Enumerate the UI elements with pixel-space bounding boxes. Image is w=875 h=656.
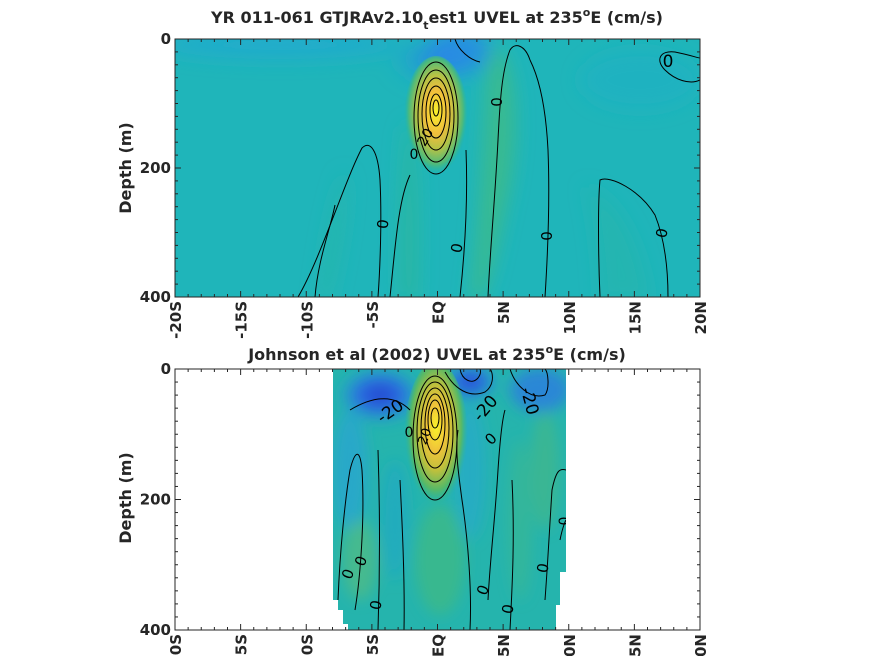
svg-text:0: 0 [538, 231, 556, 241]
svg-text:0: 0 [410, 147, 419, 163]
panel-1-ylabel: Depth (m) [116, 122, 135, 214]
x-tick-label: 5N [495, 634, 513, 656]
panel-2-contours [337, 369, 566, 630]
svg-text:0: 0 [374, 218, 393, 229]
x-tick-label: EQ [430, 634, 448, 656]
x-tick-label: EQ [430, 301, 448, 324]
x-tick-label: -20S [167, 301, 185, 339]
x-tick-label: -15S [233, 634, 251, 656]
y-tick-label: 0 [161, 30, 171, 48]
svg-text:0: 0 [447, 242, 466, 255]
svg-text:0: 0 [366, 599, 385, 612]
panel-2: Johnson et al (2002) UVEL at 235oE (cm/s… [116, 343, 710, 656]
y-tick-label: 200 [140, 491, 171, 509]
x-tick-label: 20N [692, 634, 710, 656]
panel-1-contour-labels: 0 0 0 20 0 0 0 0 [374, 52, 674, 254]
x-tick-label: 20N [692, 301, 710, 334]
svg-text:0: 0 [663, 52, 674, 72]
svg-text:20: 20 [416, 426, 436, 447]
x-tick-label: -20S [167, 634, 185, 656]
svg-text:20: 20 [414, 126, 437, 149]
svg-text:0: 0 [405, 425, 414, 441]
y-tick-label: 0 [161, 360, 171, 378]
svg-text:0: 0 [498, 603, 517, 616]
y-tick-label: 400 [140, 288, 171, 306]
x-tick-label: 10N [561, 634, 579, 656]
svg-text:0: 0 [488, 97, 506, 107]
x-tick-label: -10S [298, 634, 316, 656]
panel-1-field: 0 0 0 20 0 0 0 0 [175, 39, 700, 297]
svg-text:0: 0 [652, 227, 671, 240]
panel-2-title: Johnson et al (2002) UVEL at 235oE (cm/s… [247, 343, 626, 364]
x-tick-label: -15S [233, 301, 251, 339]
panel-2-ylabel: Depth (m) [116, 452, 135, 544]
panel-1: YR 011-061 GTJRAv2.10test1 UVEL at 235oE… [116, 6, 710, 339]
svg-text:0: 0 [533, 562, 552, 575]
x-tick-label: -5S [364, 301, 382, 328]
panel-1-contours [297, 39, 700, 297]
panel-1-title: YR 011-061 GTJRAv2.10test1 UVEL at 235oE… [210, 6, 663, 32]
x-tick-label: 10N [561, 301, 579, 334]
y-tick-label: 400 [140, 621, 171, 639]
panel-2-field: -20 -20 -20 0 0 20 0 0 0 0 0 0 0 [333, 369, 573, 630]
y-tick-label: 200 [140, 159, 171, 177]
svg-text:0: 0 [557, 517, 573, 526]
x-tick-label: 15N [626, 634, 644, 656]
x-tick-label: 15N [626, 301, 644, 334]
x-tick-label: 5N [495, 301, 513, 324]
x-tick-label: -10S [298, 301, 316, 339]
x-tick-label: -5S [364, 634, 382, 656]
panel-2-contour-labels: -20 -20 -20 0 0 20 0 0 0 0 0 0 0 [338, 385, 573, 616]
